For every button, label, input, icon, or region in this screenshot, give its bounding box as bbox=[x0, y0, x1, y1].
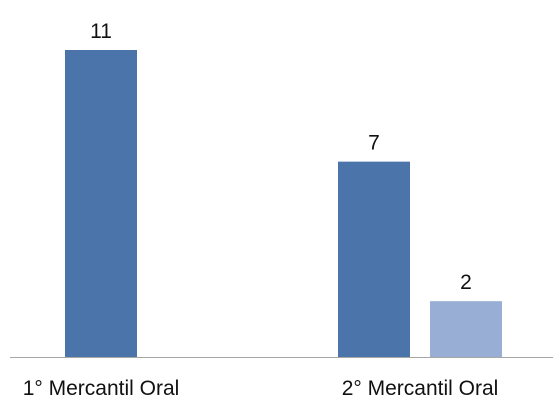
bar-1-series-1 bbox=[65, 50, 137, 357]
bar-2-series-1 bbox=[338, 161, 410, 357]
data-label-2-series-2: 2 bbox=[460, 271, 472, 294]
data-label-1-series-1: 11 bbox=[90, 20, 112, 43]
data-label-2-series-1: 7 bbox=[368, 132, 380, 155]
bar-2-series-2 bbox=[430, 301, 502, 357]
x-tick-label-2: 2° Mercantil Oral bbox=[342, 377, 499, 400]
x-tick-label-1: 1° Mercantil Oral bbox=[23, 377, 180, 400]
